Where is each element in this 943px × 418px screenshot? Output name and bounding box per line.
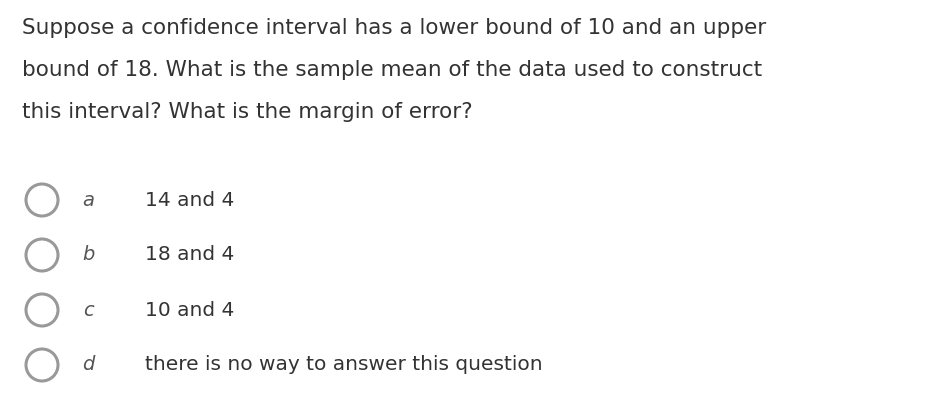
Text: this interval? What is the margin of error?: this interval? What is the margin of err… bbox=[22, 102, 472, 122]
Text: there is no way to answer this question: there is no way to answer this question bbox=[145, 355, 542, 375]
Text: Suppose a confidence interval has a lower bound of 10 and an upper: Suppose a confidence interval has a lowe… bbox=[22, 18, 767, 38]
Text: 10 and 4: 10 and 4 bbox=[145, 301, 235, 319]
Text: d: d bbox=[82, 355, 94, 375]
Text: 18 and 4: 18 and 4 bbox=[145, 245, 235, 265]
Text: 14 and 4: 14 and 4 bbox=[145, 191, 235, 209]
Text: b: b bbox=[82, 245, 94, 265]
Text: a: a bbox=[82, 191, 94, 209]
Text: c: c bbox=[83, 301, 93, 319]
Text: bound of 18. What is the sample mean of the data used to construct: bound of 18. What is the sample mean of … bbox=[22, 60, 762, 80]
